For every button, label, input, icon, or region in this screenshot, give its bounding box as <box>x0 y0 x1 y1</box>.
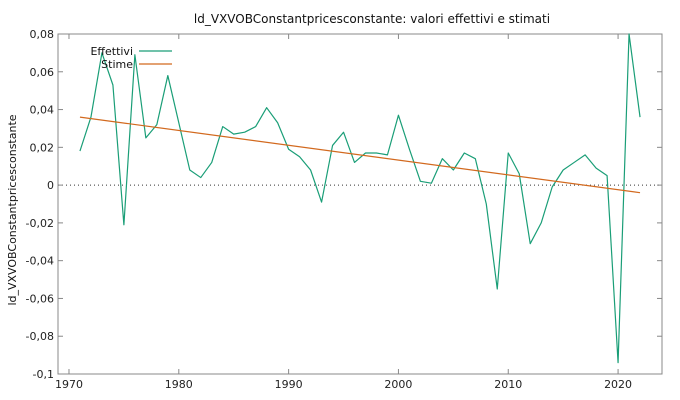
chart-title: ld_VXVOBConstantpricesconstante: valori … <box>194 12 550 26</box>
y-tick-label: -0,04 <box>26 255 54 268</box>
series-line-effettivi <box>80 34 640 363</box>
x-tick-label: 2020 <box>604 378 632 391</box>
series-layer <box>80 34 640 363</box>
y-axis: -0,1 -0,08 -0,06 -0,04 -0,02 0 0,02 0,04 0,06 0,0… <box>26 28 662 381</box>
x-tick-label: 1990 <box>275 378 303 391</box>
y-tick-label: -0,02 <box>26 217 54 230</box>
plot-border <box>58 34 662 374</box>
y-axis-title: ld_VXVOBConstantpricesconstante <box>6 114 19 305</box>
series-line-stime <box>80 117 640 193</box>
y-tick-label: -0,08 <box>26 330 54 343</box>
x-tick-label: 2000 <box>384 378 412 391</box>
x-tick-label: 2010 <box>494 378 522 391</box>
y-tick-label: 0,04 <box>30 104 55 117</box>
y-tick-label: 0,06 <box>30 66 55 79</box>
y-tick-label: 0,02 <box>30 141 55 154</box>
y-tick-label: -0,1 <box>33 368 54 381</box>
plot-area <box>58 34 662 374</box>
y-tick-label: 0 <box>47 179 54 192</box>
x-axis: 1970 1980 1990 2000 2010 2020 <box>55 34 632 391</box>
y-tick-label: -0,06 <box>26 292 54 305</box>
legend-label-effettivi: Effettivi <box>90 45 133 58</box>
y-tick-label: 0,08 <box>30 28 55 41</box>
x-tick-label: 1980 <box>165 378 193 391</box>
legend-label-stime: Stime <box>101 58 133 71</box>
x-tick-label: 1970 <box>55 378 83 391</box>
